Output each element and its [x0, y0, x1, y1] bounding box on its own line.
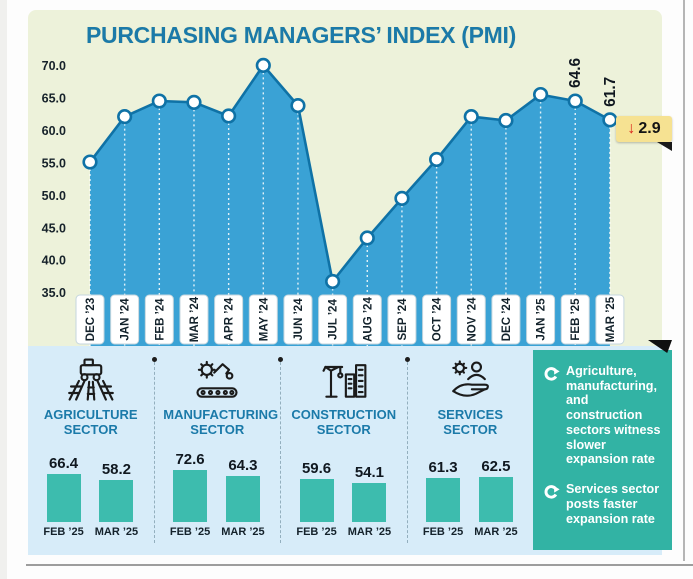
bar-group: 61.3 FEB ’25	[423, 446, 463, 538]
bar-group: 72.6 FEB ’25	[170, 446, 210, 538]
svg-text:NOV ’24: NOV ’24	[466, 297, 478, 342]
change-value: 2.9	[638, 120, 661, 137]
bar-label: MAR ’25	[221, 526, 265, 538]
bar	[426, 477, 461, 522]
insight-text: Agriculture, manufacturing, and construc…	[566, 364, 661, 467]
bar-group: 62.5 MAR ’25	[474, 446, 517, 538]
bar-group: 54.1 MAR ’25	[348, 446, 391, 538]
bar-group: 64.3 MAR ’25	[221, 446, 264, 538]
svg-text:65.0: 65.0	[42, 91, 66, 105]
svg-text:60.0: 60.0	[42, 124, 66, 138]
bar-value: 58.2	[101, 461, 132, 479]
svg-text:61.7: 61.7	[602, 77, 619, 107]
down-arrow-icon: ↓	[627, 120, 636, 137]
bar-label: MAR ’25	[347, 526, 392, 538]
bar-group: 59.6 FEB ’25	[296, 446, 336, 538]
bar	[99, 480, 134, 522]
circular-arrow-icon	[543, 365, 560, 387]
bar-label: FEB ’25	[422, 526, 464, 538]
bar-group: 58.2 MAR ’25	[95, 446, 138, 538]
bar-group: 66.4 FEB ’25	[43, 446, 83, 538]
card-divider	[151, 357, 157, 543]
svg-text:JUL ’24: JUL ’24	[328, 299, 340, 340]
card-divider	[404, 357, 410, 543]
sector-bars: 66.4 FEB ’25 58.2 MAR ’25	[43, 446, 138, 538]
construction-icon	[318, 356, 370, 404]
svg-text:MAR ’24: MAR ’24	[189, 296, 201, 342]
svg-text:APR ’24: APR ’24	[224, 297, 236, 341]
svg-text:50.0: 50.0	[42, 189, 66, 203]
svg-text:JUN ’24: JUN ’24	[293, 298, 305, 341]
svg-text:SEP ’24: SEP ’24	[397, 298, 409, 341]
bar	[225, 475, 260, 522]
circular-arrow-icon	[543, 483, 560, 505]
insight-note: Agriculture, manufacturing, and construc…	[543, 364, 664, 467]
svg-text:FEB ’25: FEB ’25	[570, 298, 582, 341]
sector-bars: 59.6 FEB ’25 54.1 MAR ’25	[296, 446, 391, 538]
manufacturing-icon	[191, 356, 243, 404]
card-divider	[278, 357, 283, 543]
bar-value: 64.3	[228, 456, 258, 474]
svg-text:FEB ’24: FEB ’24	[154, 298, 166, 341]
column-rule-horizontal	[26, 564, 693, 566]
sector-title: AGRICULTURE SECTOR	[43, 407, 138, 437]
bar	[299, 479, 334, 522]
insights-panel: Agriculture, manufacturing, and construc…	[533, 350, 672, 550]
sector-title: SERVICES SECTOR	[437, 407, 503, 437]
sector-card-manufacturing: MANUFACTURING SECTOR 72.6 FEB ’25 64.3 M…	[155, 346, 281, 555]
sector-card-agriculture: AGRICULTURE SECTOR 66.4 FEB ’25 58.2 MAR…	[28, 346, 154, 555]
pmi-area-chart: DEC ’23 JAN ’24 FEB ’24 MAR ’24 APR ’24 MAY ’…	[42, 57, 625, 347]
bar-value: 62.5	[481, 458, 511, 475]
sector-cards: AGRICULTURE SECTOR 66.4 FEB ’25 58.2 MAR…	[28, 346, 533, 555]
bar-label: FEB ’25	[169, 526, 211, 538]
bar-value: 72.6	[175, 450, 205, 468]
column-rule-vertical	[683, 0, 685, 561]
sector-card-services: SERVICES SECTOR 61.3 FEB ’25 62.5 MAR ’2…	[408, 346, 534, 555]
svg-text:JAN ’25: JAN ’25	[536, 298, 548, 341]
change-badge: ↓ 2.9	[616, 116, 672, 142]
bar-label: FEB ’25	[43, 526, 84, 538]
svg-text:35.0: 35.0	[42, 286, 66, 300]
svg-text:AUG ’24: AUG ’24	[362, 297, 374, 342]
sector-title: MANUFACTURING SECTOR	[163, 407, 279, 437]
bar	[173, 469, 208, 522]
svg-text:DEC ’24: DEC ’24	[501, 297, 513, 341]
sectors-panel: AGRICULTURE SECTOR 66.4 FEB ’25 58.2 MAR…	[28, 340, 672, 555]
bar	[478, 477, 513, 522]
insight-note: Services sector posts faster expansion r…	[543, 482, 664, 526]
insight-text: Services sector posts faster expansion r…	[566, 482, 660, 526]
svg-text:40.0: 40.0	[42, 254, 66, 268]
sector-title: CONSTRUCTION SECTOR	[291, 407, 397, 437]
svg-text:64.6: 64.6	[567, 57, 584, 88]
bar-label: MAR ’25	[474, 526, 518, 538]
svg-text:45.0: 45.0	[42, 221, 66, 235]
sector-bars: 61.3 FEB ’25 62.5 MAR ’25	[423, 446, 518, 538]
sector-bars: 72.6 FEB ’25 64.3 MAR ’25	[170, 446, 265, 538]
bar-value: 66.4	[48, 455, 79, 473]
page-title: PURCHASING MANAGERS’ INDEX (PMI)	[86, 22, 516, 48]
svg-text:DEC ’23: DEC ’23	[85, 298, 97, 341]
bar-label: MAR ’25	[94, 526, 139, 538]
bar-label: FEB ’25	[296, 526, 337, 538]
svg-text:OCT ’24: OCT ’24	[432, 297, 444, 341]
svg-text:MAY ’24: MAY ’24	[258, 297, 270, 341]
bar	[46, 474, 81, 522]
sector-card-construction: CONSTRUCTION SECTOR 59.6 FEB ’25 54.1 MA…	[281, 346, 407, 555]
agriculture-icon	[65, 356, 117, 404]
services-icon	[444, 356, 496, 404]
svg-text:70.0: 70.0	[42, 59, 66, 73]
bar-value: 61.3	[428, 458, 458, 476]
page-edge	[0, 0, 7, 579]
svg-text:MAR ’25: MAR ’25	[605, 296, 617, 342]
bar-value: 54.1	[354, 464, 385, 481]
badge-pointer	[657, 142, 672, 151]
bar-value: 59.6	[301, 460, 332, 478]
svg-text:55.0: 55.0	[42, 156, 66, 170]
svg-text:JAN ’24: JAN ’24	[120, 298, 132, 341]
chart-panel: PURCHASING MANAGERS’ INDEX (PMI) DEC ’23…	[28, 10, 672, 347]
bar	[352, 483, 387, 522]
poster: PURCHASING MANAGERS’ INDEX (PMI) DEC ’23…	[28, 10, 672, 555]
